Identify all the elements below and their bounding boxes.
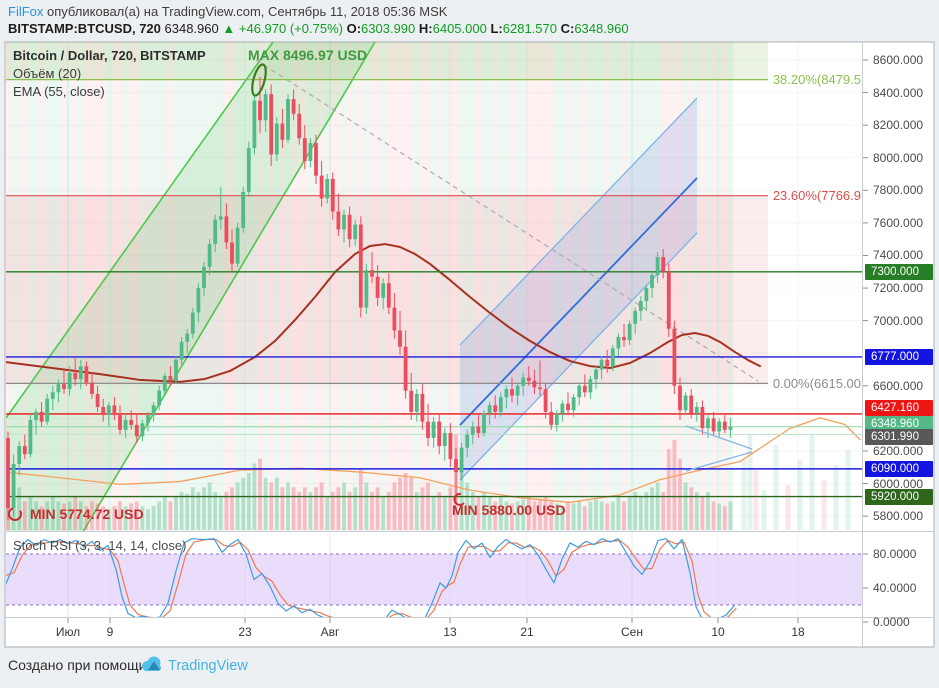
fib-38-label[interactable]: 38.20%(8479.5 [772, 72, 861, 87]
time-tick-label: 9 [106, 625, 114, 639]
stoch-tick-label: 0.0000 [873, 615, 910, 629]
price-tick-label: 8400.000 [873, 85, 924, 100]
legend-ema[interactable]: EMA (55, close) [13, 84, 105, 99]
open-value: 6303.990 [361, 21, 416, 36]
time-tick-label: 13 [443, 625, 457, 639]
time-tick-label: Авг [320, 625, 340, 639]
price-tick-label: 5800.000 [873, 509, 924, 524]
symbol-header: BITSTAMP:BTCUSD, 720 6348.960 ▲ +46.970 … [8, 21, 629, 36]
price-tick-label: 7000.000 [873, 313, 924, 328]
price-tick-label: 7200.000 [873, 281, 924, 296]
time-tick-label: 18 [791, 625, 805, 639]
close-label: C: [560, 21, 575, 36]
tradingview-logo-icon[interactable] [140, 655, 164, 673]
max-price-label: MAX 8496.97 USD [248, 47, 368, 63]
low-label: L: [490, 21, 503, 36]
price-level-badge: 6427.160 [865, 400, 933, 416]
min1-price-label: MIN 5774.72 USD [30, 506, 144, 522]
low-value: 6281.570 [502, 21, 557, 36]
price-level-badge: 5920.000 [865, 489, 933, 505]
fib-23-label[interactable]: 23.60%(7766.9 [772, 188, 861, 203]
symbol-name[interactable]: BITSTAMP:BTCUSD, 720 [8, 21, 161, 36]
price-change: +46.970 (+0.75%) [238, 21, 343, 36]
price-tick-label: 8200.000 [873, 118, 924, 133]
created-with-text: Создано при помощи [8, 657, 147, 673]
price-level-badge: 6777.000 [865, 349, 933, 365]
price-level-badge: 6348.960 [865, 416, 933, 432]
close-value: 6348.960 [574, 21, 629, 36]
fib-0-label[interactable]: 0.00%(6615.00 [772, 376, 861, 391]
up-arrow-icon: ▲ [222, 21, 236, 36]
price-tick-label: 8600.000 [873, 53, 924, 67]
price-level-badge: 7300.000 [865, 264, 933, 280]
price-level-badge: 6301.990 [865, 429, 933, 445]
time-tick-label: 23 [238, 625, 252, 639]
time-tick-label: 10 [711, 625, 725, 639]
stoch-tick-label: 40.0000 [873, 581, 917, 595]
price-tick-label: 7600.000 [873, 215, 924, 230]
legend-volume[interactable]: Объём (20) [13, 66, 82, 81]
high-label: H: [418, 21, 433, 36]
price-tick-label: 6600.000 [873, 378, 924, 393]
min2-price-label: MIN 5880.00 USD [452, 502, 566, 518]
time-tick-label: 21 [520, 625, 534, 639]
legend-symbol[interactable]: Bitcoin / Dollar, 720, BITSTAMP [13, 48, 206, 63]
high-value: 6405.000 [432, 21, 487, 36]
time-tick-label: Июл [55, 625, 81, 639]
share-header: FilFox опубликовал(а) на TradingView.com… [8, 4, 447, 19]
stoch-tick-label: 80.0000 [873, 547, 917, 561]
stoch-rsi-legend[interactable]: Stoch RSI (3, 3, 14, 14, close) [13, 538, 187, 553]
price-tick-label: 7800.000 [873, 183, 924, 198]
tradingview-brand-link[interactable]: TradingView [168, 658, 248, 674]
price-tick-label: 6000.000 [873, 476, 924, 491]
open-label: O: [346, 21, 362, 36]
price-tick-label: 7400.000 [873, 248, 924, 263]
price-tick-label: 6200.000 [873, 443, 924, 458]
share-text: опубликовал(а) на TradingView.com, Сентя… [43, 4, 448, 19]
author-link[interactable]: FilFox [8, 4, 44, 19]
chart-legend: Bitcoin / Dollar, 720, BITSTAMP Объём (2… [13, 47, 206, 101]
price-tick-label: 8000.000 [873, 150, 924, 165]
time-tick-label: Сен [621, 625, 643, 639]
last-price: 6348.960 [164, 21, 219, 36]
price-level-badge: 6090.000 [865, 461, 933, 477]
